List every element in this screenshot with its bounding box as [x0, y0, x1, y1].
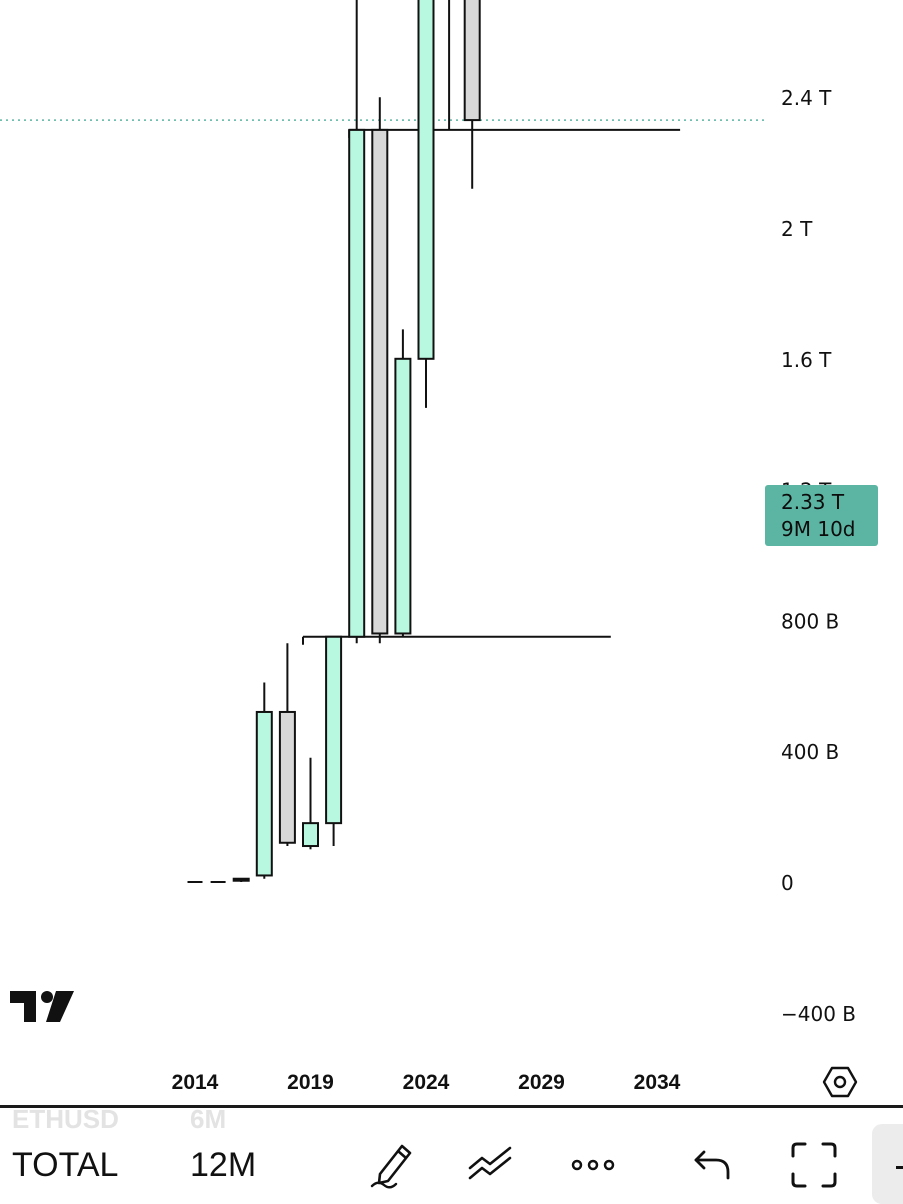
x-tick-label: 2029 — [518, 1071, 565, 1094]
candle-body-down — [371, 128, 389, 635]
side-panel-tab[interactable] — [872, 1124, 903, 1204]
settings-icon[interactable] — [822, 1064, 858, 1100]
candle-body-up — [232, 877, 250, 882]
x-tick-label: 2019 — [287, 1071, 334, 1094]
x-tick-label: 2014 — [172, 1071, 219, 1094]
more-icon[interactable] — [568, 1140, 618, 1190]
candle-body-down — [463, 0, 481, 122]
toolbar-divider — [0, 1105, 903, 1108]
candle-body-up — [394, 357, 412, 635]
candlestick-chart[interactable]: 5.2 T5 T4.8 T4.4 T4 T3.6 T3.2 T2.8 T2.4 … — [0, 0, 903, 1100]
y-tick-label: 800 B — [781, 609, 839, 633]
previous-symbol-ghost: ETHUSD — [12, 1104, 119, 1134]
symbol-button[interactable]: TOTAL — [12, 1146, 119, 1184]
y-tick-label: 2.4 T — [781, 86, 832, 110]
minus-icon — [896, 1166, 903, 1169]
candle-body-up — [348, 128, 366, 638]
y-tick-label: 0 — [781, 871, 794, 895]
candle-body-down — [278, 710, 296, 844]
candle-countdown: 9M 10d — [781, 517, 856, 541]
current-price-value: 2.33 T — [781, 490, 845, 514]
y-axis: 5.2 T5 T4.8 T4.4 T4 T3.6 T3.2 T2.8 T2.4 … — [781, 86, 856, 1026]
previous-interval-ghost: 6M — [190, 1104, 227, 1134]
candle-body-up — [325, 635, 343, 825]
undo-icon[interactable] — [688, 1140, 738, 1190]
x-axis: 2014 2019 2024 2029 2034 — [172, 1071, 681, 1094]
candle-body-up — [302, 822, 319, 848]
candle-body-up — [255, 710, 273, 877]
draw-pen-icon[interactable] — [368, 1140, 418, 1190]
candle-body-up — [417, 0, 435, 360]
y-tick-label: −400 B — [781, 1002, 856, 1026]
tradingview-logo[interactable] — [10, 988, 76, 1024]
y-tick-label: 1.6 T — [781, 348, 832, 372]
interval-button[interactable]: 12M — [190, 1146, 257, 1184]
x-tick-label: 2034 — [634, 1071, 681, 1094]
current-price-label — [765, 485, 878, 546]
fullscreen-icon[interactable] — [789, 1140, 839, 1190]
y-tick-label: 2 T — [781, 217, 813, 241]
multi-line-tool-icon[interactable] — [466, 1140, 516, 1190]
candles — [187, 0, 481, 883]
x-tick-label: 2024 — [403, 1071, 450, 1094]
y-tick-label: 400 B — [781, 740, 839, 764]
